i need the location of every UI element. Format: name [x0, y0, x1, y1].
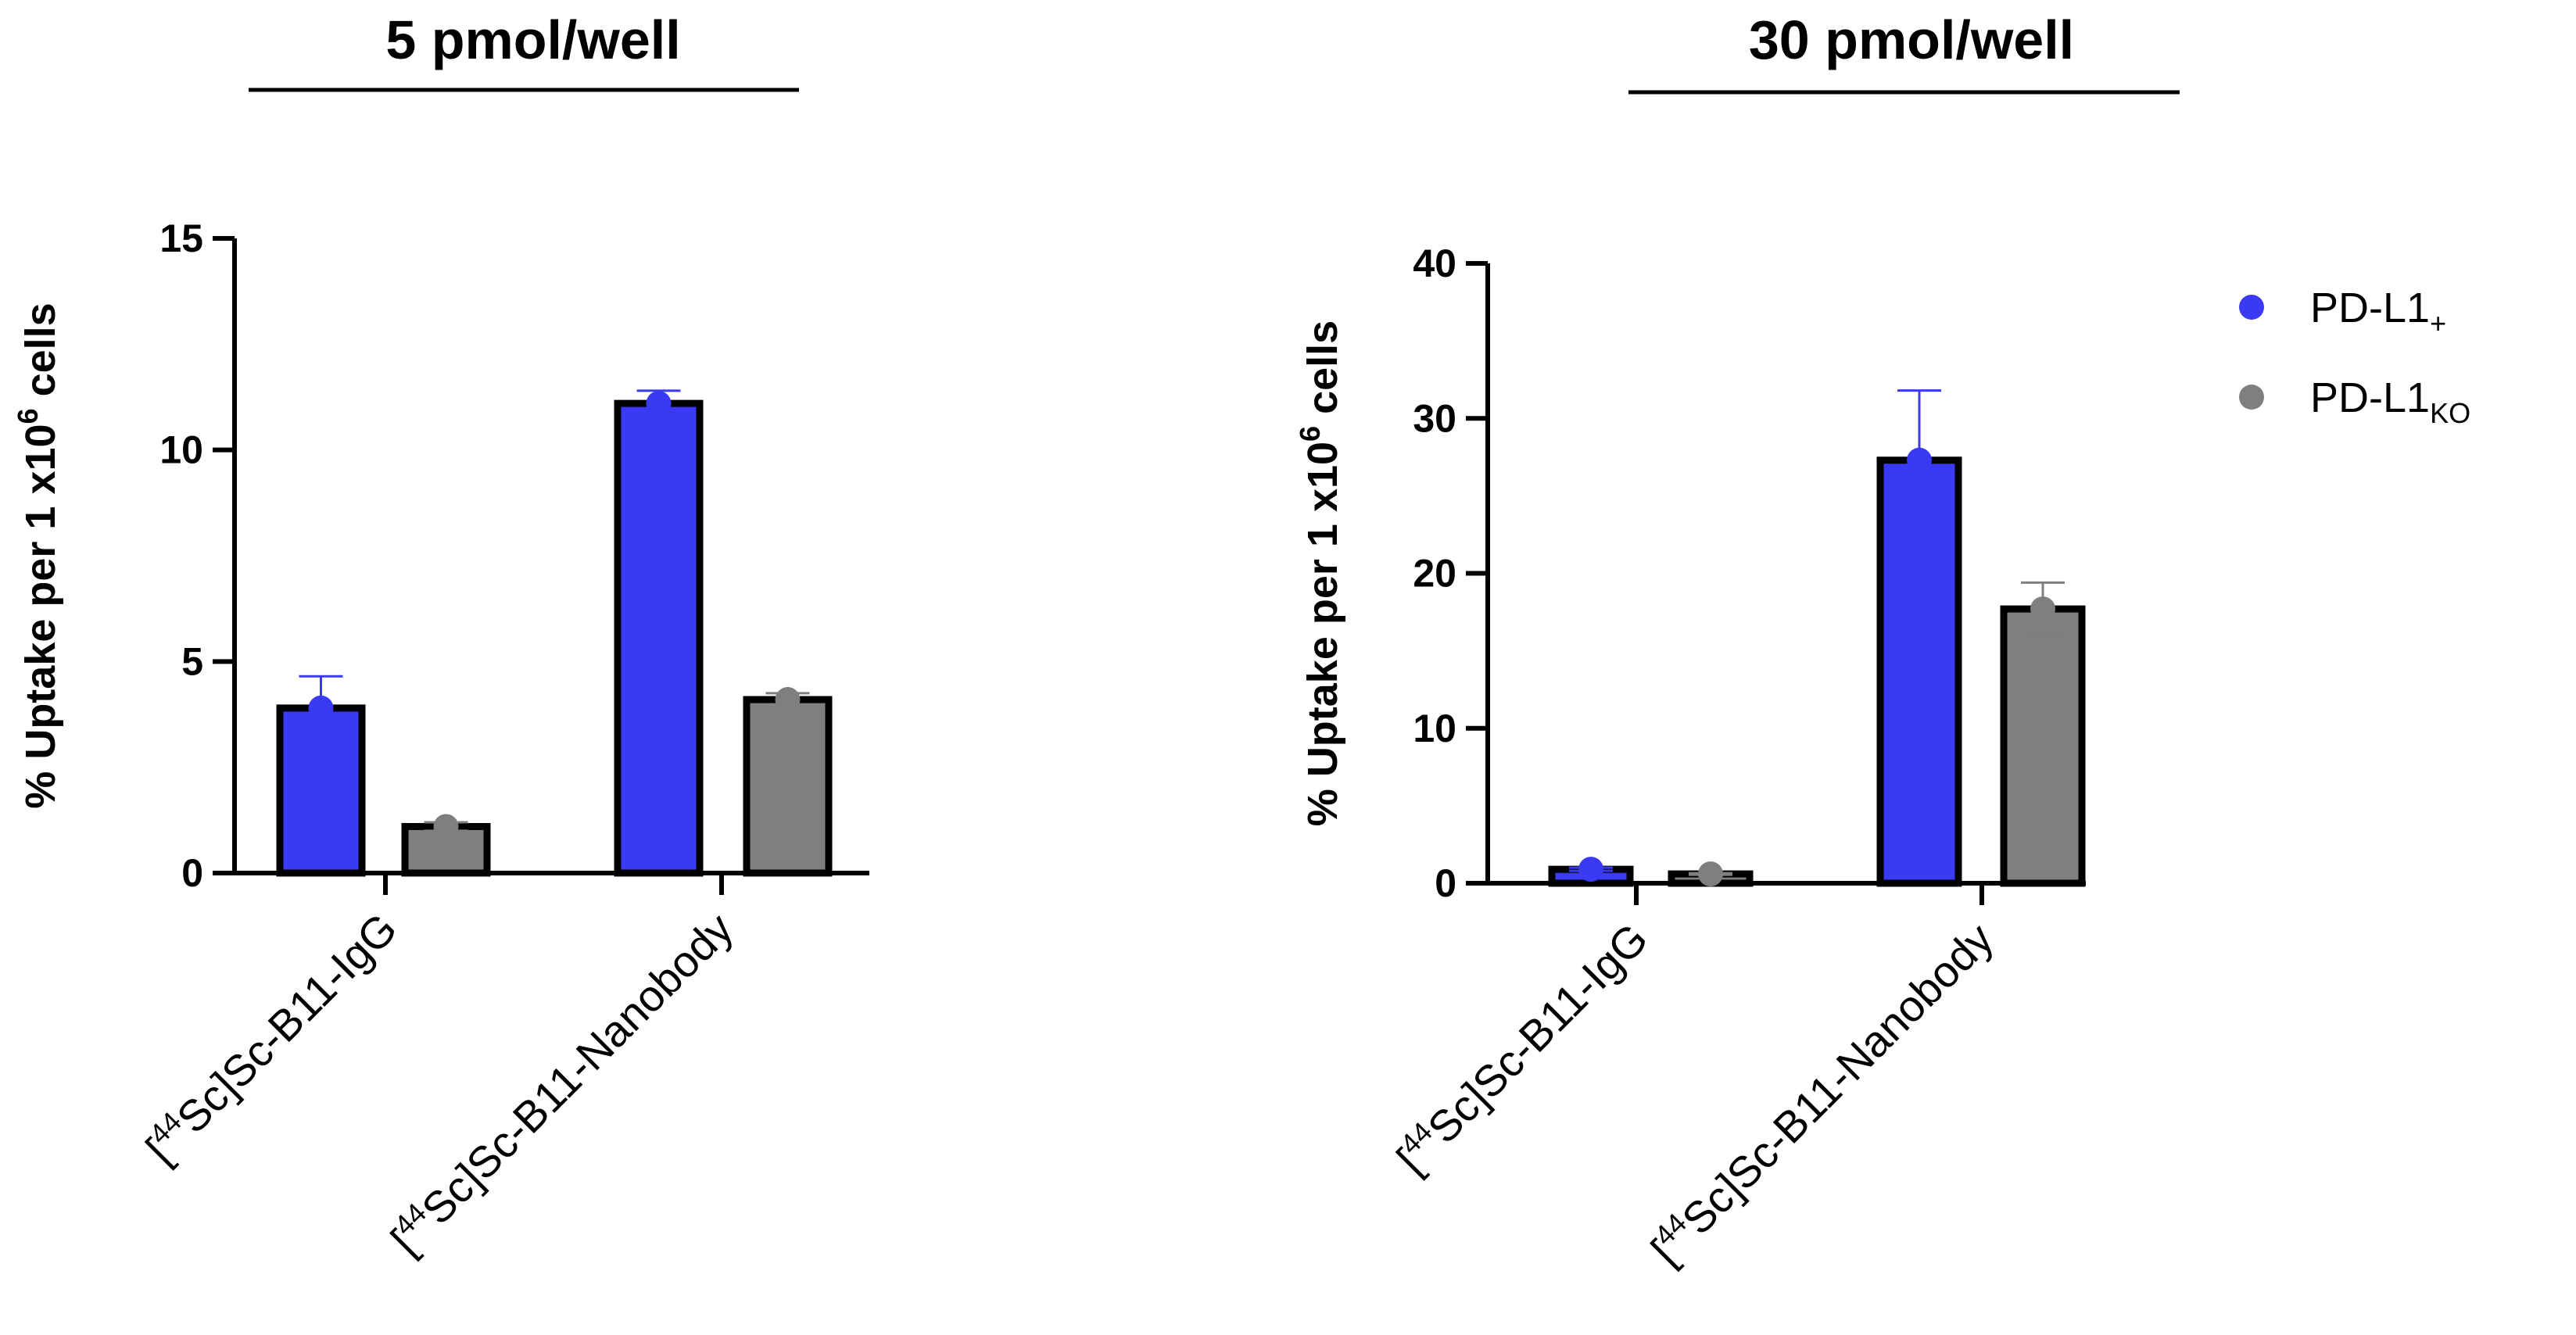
y-axis-label-suffix: cells	[1299, 320, 1346, 426]
y-axis-label: % Uptake per 1 x106 cells	[1294, 320, 1346, 826]
y-tick-label: 20	[1413, 552, 1456, 596]
y-tick-label: 5	[181, 639, 203, 683]
legend-label-subscript: KO	[2430, 397, 2470, 429]
y-tick-label: 15	[159, 217, 203, 260]
legend-label: PD-L1+	[2310, 285, 2446, 339]
legend-label-text: PD-L1	[2310, 285, 2430, 331]
bar-pd-l1-ko	[743, 696, 833, 877]
chart-panel-2: 30 pmol/well % Uptake per 1 x106 cells 0 10…	[1294, 9, 2180, 1275]
data-point	[433, 814, 459, 839]
legend: PD-L1+PD-L1KO	[2239, 285, 2470, 429]
data-point	[775, 687, 801, 713]
data-point	[2030, 596, 2055, 622]
data-point	[646, 391, 672, 417]
y-axis-label: % Uptake per 1 x106 cells	[12, 302, 64, 808]
data-point	[1578, 857, 1603, 882]
chart-title: 30 pmol/well	[1749, 9, 2074, 70]
category-label: [44Sc]Sc-B11-IgG	[1385, 911, 1657, 1183]
data-point	[1698, 861, 1723, 887]
category-label: [44Sc]Sc-B11-IgG	[134, 901, 407, 1173]
category-text: Sc]Sc-B11-Nanobody	[412, 904, 742, 1233]
legend-label-text: PD-L1	[2310, 374, 2430, 421]
y-tick-label: 10	[159, 428, 203, 472]
data-point	[308, 695, 334, 721]
y-axis-label-text: % Uptake per 1 x10	[17, 424, 64, 808]
category-text: Sc]Sc-B11-IgG	[1418, 914, 1657, 1153]
bar-pd-l1-ko	[2000, 605, 2086, 887]
y-tick-label: 0	[1435, 861, 1456, 905]
legend-label: PD-L1KO	[2310, 374, 2470, 429]
category-label: [44Sc]Sc-B11-Nanobody	[1639, 911, 2003, 1275]
legend-marker-pd-l1-ko	[2239, 385, 2264, 410]
y-axis-label-suffix: cells	[17, 302, 64, 408]
y-axis-label-text: % Uptake per 1 x10	[1299, 442, 1346, 826]
legend-label-subscript: +	[2430, 307, 2446, 339]
data-point	[1907, 447, 1932, 473]
legend-marker-pd-l1-pos	[2239, 295, 2264, 320]
y-tick-label: 30	[1413, 396, 1456, 440]
category-text: Sc]Sc-B11-Nanobody	[1672, 914, 2002, 1244]
y-axis-label-superscript: 6	[12, 408, 44, 424]
category-text: Sc]Sc-B11-IgG	[167, 904, 407, 1143]
chart-title: 5 pmol/well	[385, 9, 680, 70]
chart-panel-1: 5 pmol/well % Uptake per 1 x106 cells 0 5 10…	[12, 9, 869, 1265]
bar-pd-l1-pos	[614, 399, 704, 877]
y-tick-label: 40	[1413, 242, 1456, 285]
y-tick-label: 10	[1413, 707, 1456, 750]
y-axis-label-superscript: 6	[1294, 426, 1326, 442]
y-tick-label: 0	[181, 851, 203, 895]
category-label: [44Sc]Sc-B11-Nanobody	[379, 901, 743, 1265]
